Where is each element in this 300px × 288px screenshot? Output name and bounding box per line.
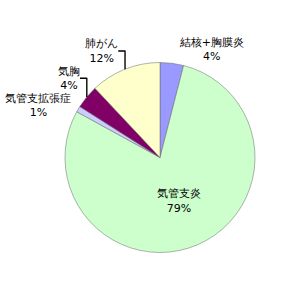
svg-text:結核+胸膜炎4%: 結核+胸膜炎4% [179, 36, 244, 63]
svg-text:肺がん12%: 肺がん12% [85, 37, 118, 64]
svg-text:気胸4%: 気胸4% [58, 65, 80, 92]
svg-text:気管支拡張症1%: 気管支拡張症1% [5, 92, 71, 119]
svg-text:気管支炎79%: 気管支炎79% [157, 187, 201, 214]
